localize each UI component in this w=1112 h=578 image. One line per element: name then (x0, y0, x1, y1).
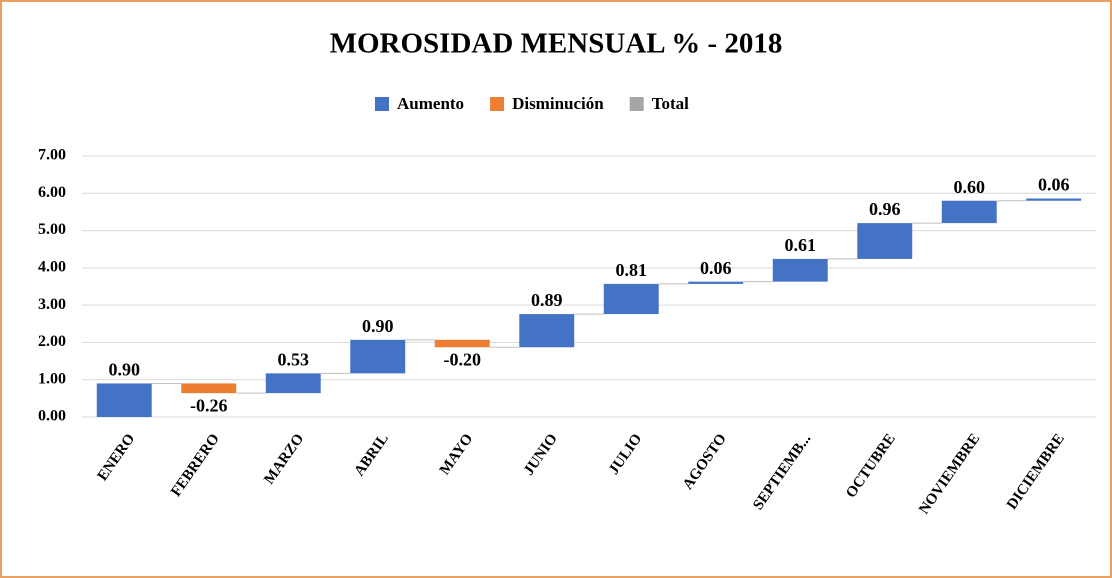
bar (434, 339, 490, 348)
bar (603, 283, 659, 315)
bar (1026, 198, 1082, 201)
legend-swatch (629, 97, 644, 111)
legend-label: Total (652, 94, 689, 113)
data-label: 0.90 (362, 316, 394, 336)
chart-title: MOROSIDAD MENSUAL % - 2018 (330, 28, 783, 60)
bar (772, 258, 828, 282)
data-label: 0.53 (278, 350, 310, 370)
bar (941, 200, 997, 224)
y-tick-label: 5.00 (38, 221, 66, 238)
data-label: 0.61 (785, 235, 817, 255)
data-label: 0.60 (954, 177, 986, 197)
bar (265, 373, 321, 394)
data-label: 0.90 (109, 360, 141, 380)
y-tick-label: 4.00 (38, 259, 66, 276)
data-label: 0.06 (1038, 175, 1070, 195)
y-tick-label: 0.00 (38, 408, 66, 425)
data-label: 0.81 (616, 260, 648, 280)
bar (181, 383, 237, 394)
bar (688, 281, 744, 284)
data-label: 0.89 (531, 290, 563, 310)
legend-swatch (490, 97, 505, 111)
bar (857, 223, 913, 259)
bar (96, 383, 152, 417)
bar (519, 314, 575, 348)
y-tick-label: 2.00 (38, 333, 66, 350)
y-tick-label: 1.00 (38, 370, 66, 387)
y-tick-label: 6.00 (38, 184, 66, 201)
bar (350, 339, 406, 374)
y-tick-label: 3.00 (38, 296, 66, 313)
data-label: -0.20 (444, 349, 482, 369)
data-label: 0.96 (869, 199, 901, 219)
data-label: -0.26 (190, 395, 228, 415)
data-label: 0.06 (700, 258, 732, 278)
legend-label: Disminución (512, 94, 604, 113)
legend-swatch (375, 97, 389, 111)
y-tick-label: 7.00 (38, 147, 66, 164)
legend-label: Aumento (397, 94, 464, 113)
